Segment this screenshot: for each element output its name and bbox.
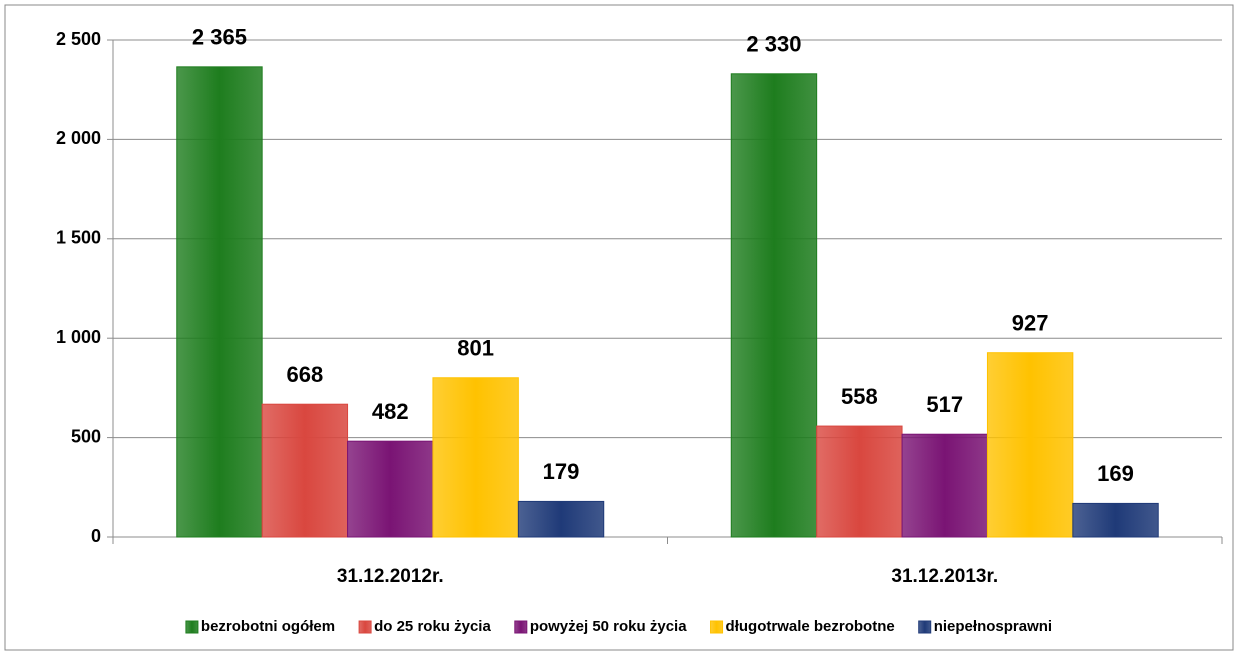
legend-swatch (710, 620, 724, 634)
legend-swatch (514, 620, 528, 634)
bar (261, 403, 349, 538)
legend-label: powyżej 50 roku życia (530, 618, 687, 635)
legend-label: do 25 roku życia (374, 618, 491, 635)
data-label: 482 (372, 399, 409, 424)
bar (176, 66, 263, 538)
data-label: 558 (841, 384, 878, 409)
bar (901, 433, 988, 538)
data-label: 2 330 (746, 32, 801, 57)
data-label: 2 365 (192, 25, 247, 50)
legend-swatch (185, 620, 199, 634)
legend-label: bezrobotni ogółem (201, 618, 335, 635)
x-tick-label: 31.12.2012r. (337, 566, 444, 587)
y-tick-label: 1 000 (56, 327, 101, 347)
data-label: 179 (543, 459, 580, 484)
y-tick-label: 2 000 (56, 128, 101, 148)
bar (347, 440, 434, 538)
y-tick-label: 500 (71, 426, 101, 446)
data-label: 668 (286, 362, 323, 387)
data-label: 927 (1012, 311, 1049, 336)
data-label: 169 (1097, 461, 1134, 486)
y-tick-label: 1 500 (56, 228, 101, 248)
bar (1072, 502, 1159, 538)
bar (986, 352, 1074, 538)
bar (730, 73, 818, 538)
legend-swatch (358, 620, 372, 634)
bar (432, 377, 519, 538)
data-label: 801 (457, 336, 494, 361)
legend: bezrobotni ogółem do 25 roku życia powyżej… (185, 618, 1052, 635)
y-tick-label: 2 500 (56, 29, 101, 49)
data-label: 517 (926, 392, 963, 417)
y-tick-label: 0 (91, 526, 101, 546)
bar (517, 500, 605, 538)
legend-label: niepełnosprawni (934, 618, 1052, 635)
legend-swatch (918, 620, 932, 634)
bar (816, 425, 903, 538)
x-tick-label: 31.12.2013r. (891, 566, 998, 587)
legend-label: długotrwale bezrobotne (726, 618, 895, 635)
